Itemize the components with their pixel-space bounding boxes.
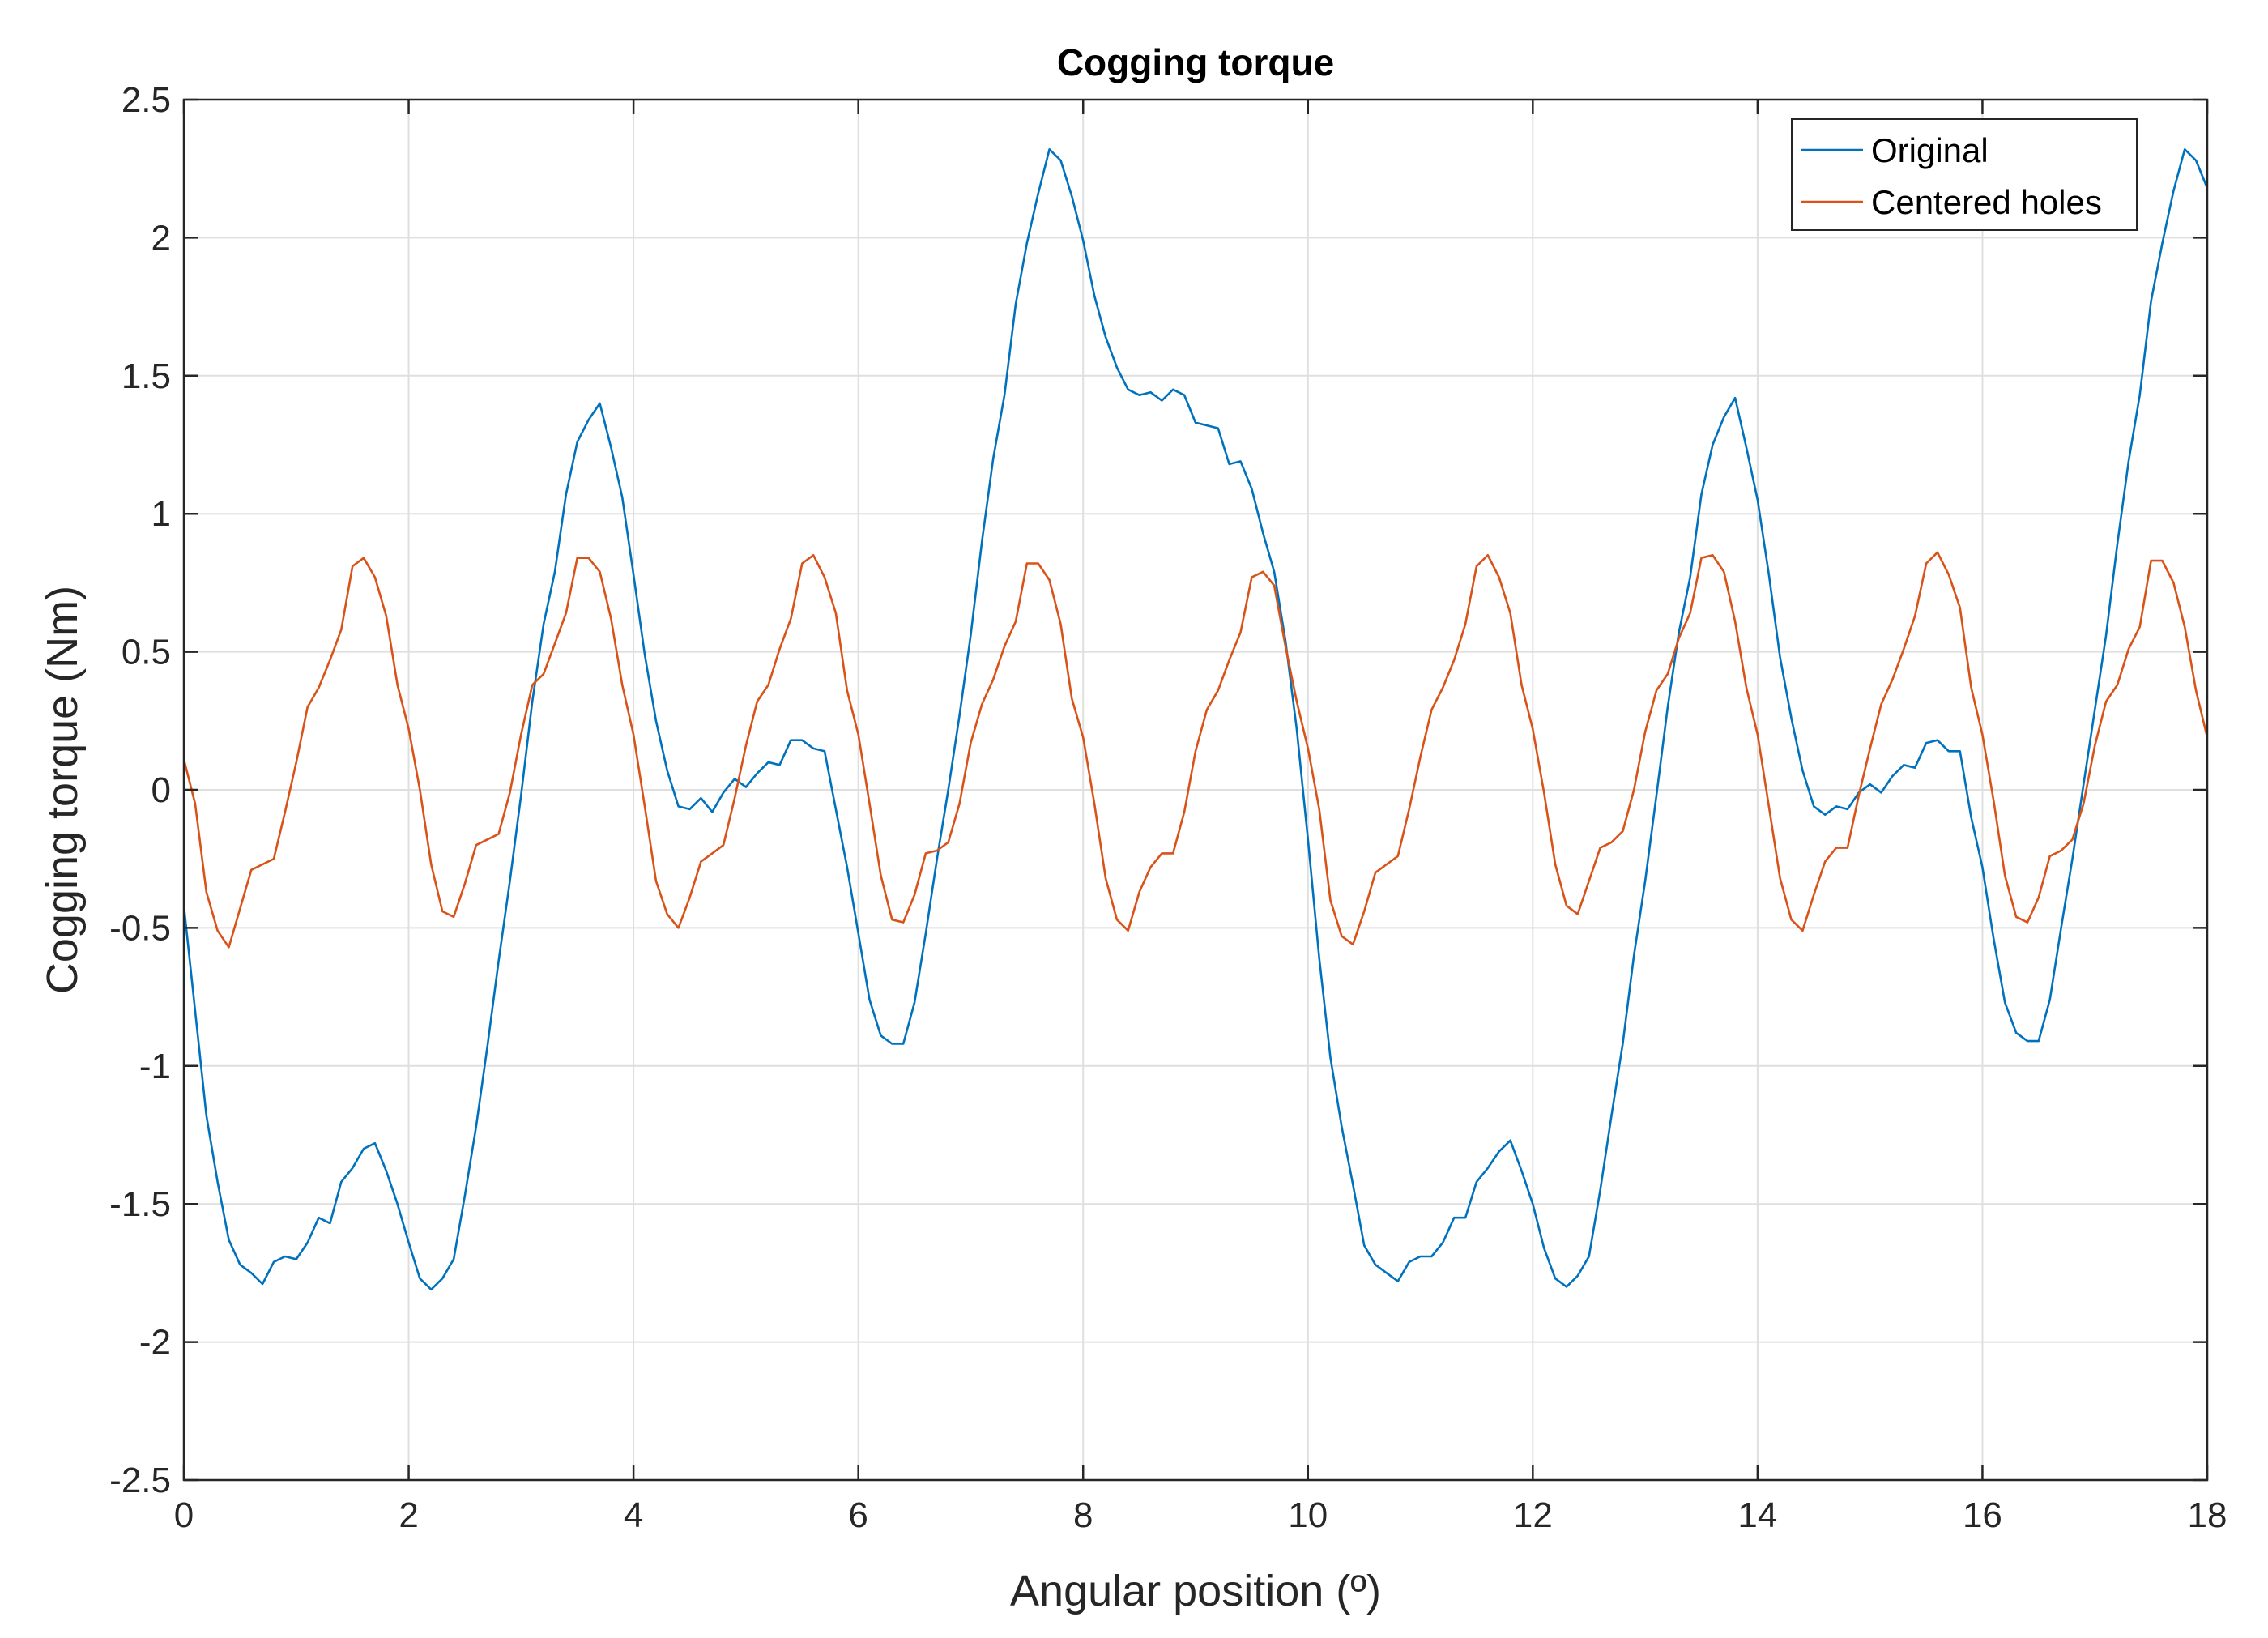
x-tick-label: 4 <box>624 1495 643 1535</box>
legend-label: Original <box>1871 131 1989 169</box>
x-tick-label: 6 <box>848 1495 868 1535</box>
chart-title: Cogging torque <box>1057 41 1334 83</box>
x-tick-label: 18 <box>2188 1495 2228 1535</box>
legend-box <box>1791 118 2138 231</box>
x-tick-label: 16 <box>1963 1495 2002 1535</box>
y-tick-label: -1 <box>139 1047 171 1086</box>
x-tick-label: 2 <box>399 1495 418 1535</box>
axis-ticks: 0 2 4 6 8 10 12 14 16 18 -2.5 -2 -1.5 -1 -0.5 0 0.5 1 1.5 2… <box>109 80 2227 1535</box>
x-tick-label: 10 <box>1288 1495 1328 1535</box>
legend-label: Centered holes <box>1871 183 2102 221</box>
y-axis-label: Cogging torque (Nm) <box>38 586 87 994</box>
series-line-centered-holes <box>184 551 2207 949</box>
x-axis-label: Angular position (º) <box>1010 1567 1381 1615</box>
legend: Original Centered holes <box>1791 118 2138 231</box>
y-tick-label: 2 <box>151 218 171 258</box>
y-tick-label: 1 <box>151 494 171 534</box>
x-tick-label: 12 <box>1513 1495 1553 1535</box>
y-tick-label: -2.5 <box>109 1461 171 1500</box>
x-tick-label: 8 <box>1073 1495 1093 1535</box>
y-tick-label: 0 <box>151 770 171 810</box>
y-tick-label: 1.5 <box>122 356 171 396</box>
series-lines <box>184 148 2207 1291</box>
y-tick-label: -2 <box>139 1323 171 1363</box>
y-tick-label: -1.5 <box>109 1184 171 1224</box>
x-tick-label: 14 <box>1737 1495 1777 1535</box>
y-tick-label: -0.5 <box>109 908 171 948</box>
y-tick-label: 2.5 <box>122 80 171 120</box>
y-tick-label: 0.5 <box>122 633 171 672</box>
series-line-original <box>184 148 2207 1291</box>
x-tick-label: 0 <box>174 1495 194 1535</box>
